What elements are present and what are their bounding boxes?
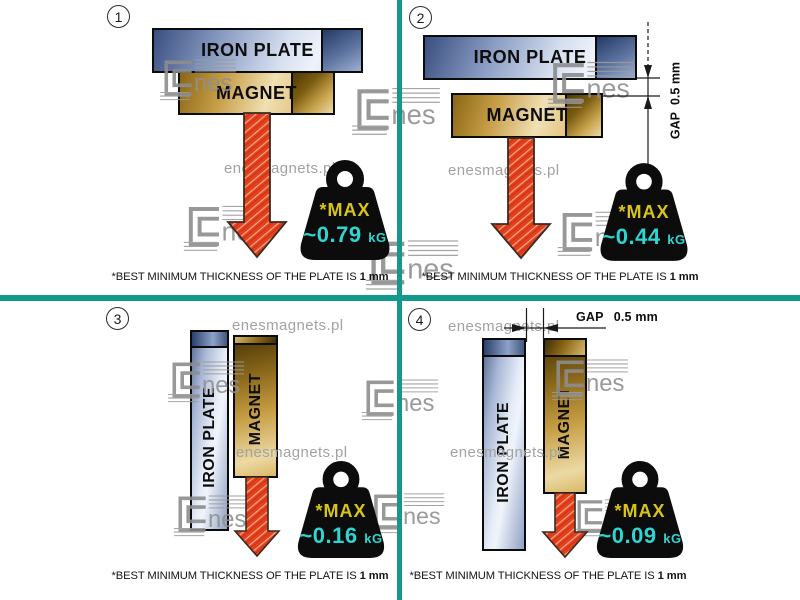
site-watermark: enesmagnets.pl <box>448 318 560 335</box>
weight-icon: *MAX ~0.79 kG <box>299 160 391 260</box>
gap-label: GAP 0.5 mm <box>576 310 658 324</box>
site-watermark: enesmagnets.pl <box>450 444 562 461</box>
caption: *BEST MINIMUM THICKNESS OF THE PLATE IS … <box>105 271 395 283</box>
weight-icon: *MAX ~0.09 kG <box>594 461 686 558</box>
magnet-top-face <box>545 340 585 357</box>
iron-plate-label: IRON PLATE <box>201 40 314 60</box>
iron-plate-box: IRON PLATE <box>190 330 229 531</box>
enes-logo-watermark: nes <box>166 358 246 404</box>
weight-max-label: *MAX <box>614 501 666 521</box>
weight-unit: kG <box>663 531 682 546</box>
caption-text: *BEST MINIMUM THICKNESS OF THE PLATE IS <box>409 570 655 582</box>
caption-text: *BEST MINIMUM THICKNESS OF THE PLATE IS <box>421 271 667 283</box>
svg-text:nes: nes <box>208 506 246 533</box>
magnet-label: MAGNET <box>486 105 568 125</box>
weight-value: ~0.44 kG <box>599 224 689 250</box>
weight-unit: kG <box>667 232 686 247</box>
weight-value: ~0.79 kG <box>299 222 391 248</box>
svg-text:nes: nes <box>407 253 453 285</box>
enes-logo-watermark: nes <box>364 236 460 292</box>
panel-number: 4 <box>415 311 424 328</box>
iron-plate-box: IRON PLATE <box>152 28 363 73</box>
magnet-box: MAGNET <box>233 335 278 478</box>
weight-value: ~0.16 kG <box>296 523 386 549</box>
weight-value-number: ~0.16 <box>299 523 358 548</box>
gap-word: GAP <box>668 111 683 140</box>
gap-label: GAP 0.5 mm <box>669 59 684 143</box>
site-watermark: enesmagnets.pl <box>232 317 344 334</box>
enes-logo-watermark: nes <box>368 490 446 535</box>
iron-plate-side-face <box>321 30 361 71</box>
pull-force-arrow <box>233 476 281 563</box>
magnet-label: MAGNET <box>216 82 297 103</box>
caption: *BEST MINIMUM THICKNESS OF THE PLATE IS … <box>415 271 705 283</box>
magnet-side-face <box>291 73 333 113</box>
weight-value: ~0.09 kG <box>594 523 686 549</box>
panel-3-number-badge: 3 <box>106 307 129 330</box>
svg-text:nes: nes <box>396 390 434 417</box>
panel-number: 1 <box>114 8 123 25</box>
site-watermark: enesmagnets.pl <box>236 444 348 461</box>
caption-bold: 1 mm <box>359 271 389 283</box>
iron-plate-box: IRON PLATE <box>482 338 526 551</box>
weight-max-label: *MAX <box>319 200 371 220</box>
pull-force-arrow <box>541 492 589 564</box>
enes-logo-watermark: nes <box>350 84 442 137</box>
svg-text:nes: nes <box>403 503 441 529</box>
horizontal-divider <box>0 295 800 301</box>
enes-logo-watermark: nes <box>360 376 440 422</box>
gap-dimension <box>500 302 612 351</box>
gap-dimension <box>595 20 695 173</box>
gap-value: 0.5 mm <box>613 310 658 324</box>
magnet-label: MAGNET <box>246 373 264 446</box>
weight-value-number: ~0.79 <box>303 222 362 247</box>
iron-plate-box: IRON PLATE <box>423 35 637 80</box>
caption: *BEST MINIMUM THICKNESS OF THE PLATE IS … <box>105 570 395 582</box>
weight-value-number: ~0.09 <box>598 523 657 548</box>
svg-text:nes: nes <box>587 73 630 103</box>
pull-force-arrow <box>489 137 553 265</box>
gap-value: 0.5 mm <box>668 61 683 106</box>
gap-word: GAP <box>576 310 604 324</box>
svg-text:nes: nes <box>586 370 624 397</box>
enes-logo-watermark: nes <box>550 356 630 402</box>
panel-number: 3 <box>113 310 122 327</box>
enes-logo-watermark: nes <box>546 58 636 110</box>
panel-4-number-badge: 4 <box>408 308 431 331</box>
weight-value-number: ~0.44 <box>602 224 661 249</box>
caption-text: *BEST MINIMUM THICKNESS OF THE PLATE IS <box>111 570 357 582</box>
enes-logo-watermark: nes <box>172 492 252 538</box>
weight-unit: kG <box>368 230 387 245</box>
caption-bold: 1 mm <box>359 570 389 582</box>
enes-logo-watermark: nes <box>158 56 238 102</box>
weight-max-label: *MAX <box>618 202 670 222</box>
panel-1-number-badge: 1 <box>107 5 130 28</box>
panel-number: 2 <box>416 9 425 26</box>
weight-icon: *MAX ~0.44 kG <box>599 162 689 262</box>
weight-icon: *MAX ~0.16 kG <box>296 461 386 558</box>
caption-bold: 1 mm <box>669 271 699 283</box>
panel-2-number-badge: 2 <box>409 6 432 29</box>
magnet-top-face <box>235 337 276 345</box>
weight-max-label: *MAX <box>315 501 367 521</box>
weight-unit: kG <box>364 531 383 546</box>
iron-plate-top-face <box>484 340 524 357</box>
caption-bold: 1 mm <box>657 570 687 582</box>
pull-force-arrow <box>225 112 289 264</box>
svg-text:nes: nes <box>202 372 240 399</box>
caption-text: *BEST MINIMUM THICKNESS OF THE PLATE IS <box>111 271 357 283</box>
iron-plate-label: IRON PLATE <box>473 47 587 67</box>
caption: *BEST MINIMUM THICKNESS OF THE PLATE IS … <box>403 570 693 582</box>
logo-text: nes <box>194 70 232 97</box>
iron-plate-top-face <box>192 332 227 348</box>
